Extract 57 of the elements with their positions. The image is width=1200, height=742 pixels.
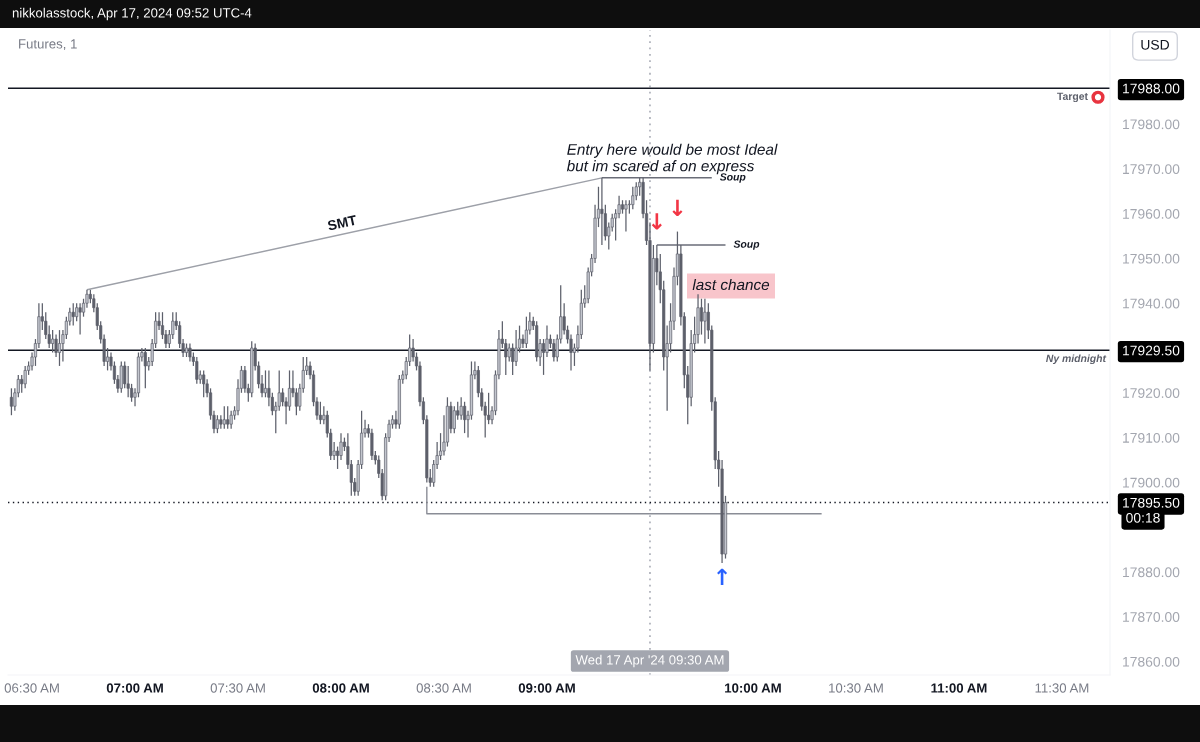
y-tick-label: 17980.00 bbox=[1123, 119, 1180, 130]
series-label: Soup bbox=[719, 173, 746, 183]
text: SMT bbox=[327, 214, 358, 231]
y-tick-label: 17970.00 bbox=[1123, 164, 1180, 175]
x-tick-label: 10:30 AM bbox=[829, 683, 883, 693]
ref-line-label: Wed 17 Apr '24 09:30 AM bbox=[575, 654, 724, 668]
candlestick bbox=[452, 405, 456, 434]
x-tick-label: 06:30 AM bbox=[4, 683, 59, 693]
series-label: Soup bbox=[733, 240, 760, 250]
chart-title: nikkolasstock, Apr 17, 2024 09:52 UTC-4 bbox=[12, 7, 252, 21]
text: Futures, 1 bbox=[19, 39, 77, 51]
candlestick bbox=[336, 445, 340, 470]
candlestick bbox=[542, 338, 546, 376]
y-tick-label: 17870.00 bbox=[1123, 612, 1180, 622]
x-tick-label: 11:00 AM bbox=[931, 683, 987, 693]
y-tick-label: 17960.00 bbox=[1123, 208, 1180, 219]
candlestick bbox=[9, 387, 13, 416]
y-tick-label: 17929.50 bbox=[1123, 345, 1180, 356]
candlestick bbox=[57, 329, 62, 367]
x-tick-label: 11:30 AM bbox=[1035, 683, 1089, 693]
x-tick-label: 10:00 AM bbox=[725, 683, 781, 693]
candlestick bbox=[511, 342, 515, 376]
y-tick-label: 17860.00 bbox=[1123, 656, 1180, 667]
y-tick-label: 17940.00 bbox=[1123, 298, 1180, 309]
text: USD bbox=[1141, 39, 1169, 50]
candlestick bbox=[631, 186, 635, 210]
candlestick bbox=[51, 329, 55, 354]
y-tick-label: 17895.50 bbox=[1123, 497, 1180, 508]
annotation: ↓ bbox=[651, 213, 662, 230]
y-tick-label: 17988.00 bbox=[1123, 83, 1180, 94]
text: 00:18 bbox=[1126, 512, 1160, 523]
y-tick-label: 17950.00 bbox=[1123, 253, 1180, 264]
candlestick bbox=[370, 428, 374, 461]
annotation: last chance bbox=[692, 278, 770, 291]
candlestick bbox=[318, 401, 322, 425]
annotation: ↓ bbox=[672, 199, 683, 217]
y-tick-label: 17920.00 bbox=[1123, 388, 1180, 398]
annotation: ↑ bbox=[717, 568, 728, 585]
x-tick-label: 08:30 AM bbox=[416, 683, 471, 693]
candlestick bbox=[463, 401, 467, 434]
candlestick bbox=[514, 329, 518, 367]
candlestick bbox=[23, 365, 27, 389]
y-tick-label: 17880.00 bbox=[1123, 567, 1180, 578]
candlestick bbox=[703, 298, 707, 345]
ref-line-label: Target bbox=[1057, 92, 1088, 103]
y-tick-label: 17900.00 bbox=[1123, 477, 1180, 488]
candlestick bbox=[263, 369, 268, 398]
y-tick-label: 17910.00 bbox=[1123, 432, 1180, 443]
candlestick bbox=[552, 338, 556, 363]
candlestick bbox=[126, 365, 130, 398]
x-tick-label: 09:00 AM bbox=[518, 683, 575, 693]
x-tick-label: 07:00 AM bbox=[106, 683, 163, 693]
x-tick-label: 08:00 AM bbox=[312, 683, 369, 693]
annotation: Entry here would be most Ideal but im scared af on express bbox=[566, 143, 778, 175]
candlestick bbox=[600, 177, 604, 246]
ref-line-label: Ny midnight bbox=[1046, 354, 1107, 365]
x-tick-label: 07:30 AM bbox=[210, 683, 265, 693]
